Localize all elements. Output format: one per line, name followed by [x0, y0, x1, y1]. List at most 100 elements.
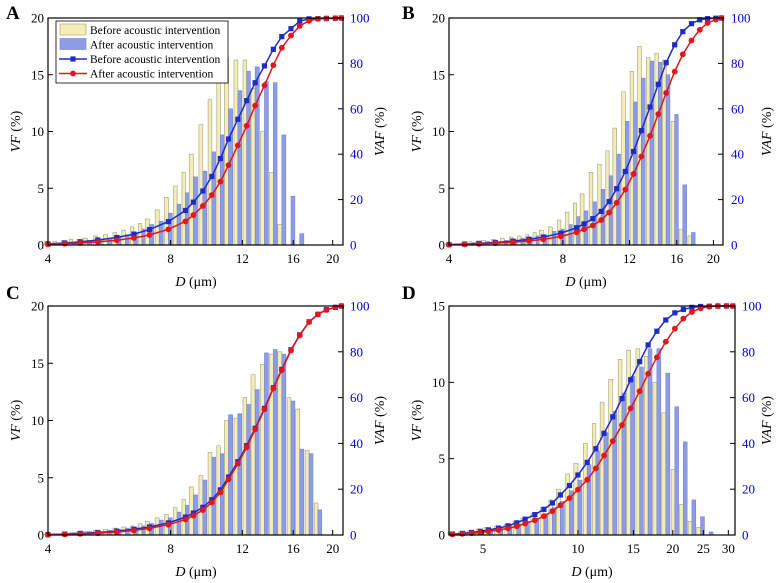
- y-left-tick-label: 10: [432, 375, 445, 390]
- y-left-axis-title: VF (%): [410, 399, 425, 441]
- y-right-tick-label: 80: [731, 56, 744, 71]
- point-marker: [208, 192, 215, 198]
- point-marker: [243, 122, 250, 129]
- point-marker: [234, 460, 241, 467]
- x-tick-label: 20: [326, 541, 339, 556]
- legend-swatch-bar: [59, 23, 87, 36]
- y-left-tick-label: 5: [38, 470, 45, 485]
- y-left-tick-label: 0: [38, 528, 45, 543]
- x-tick-label: 8: [167, 541, 174, 556]
- point-marker: [296, 23, 303, 29]
- point-marker: [522, 516, 528, 522]
- y-right-axis-title-symbol: VAF: [760, 420, 775, 445]
- point-marker: [581, 221, 587, 227]
- x-axis-unit: (μm): [581, 565, 613, 580]
- bar-before: [679, 504, 684, 536]
- point-marker: [199, 203, 206, 209]
- y-left-tick-label: 5: [439, 451, 446, 466]
- point-marker: [609, 438, 616, 445]
- y-right-tick-label: 0: [350, 528, 357, 543]
- bar-before: [687, 235, 692, 246]
- y-left-tick-label: 20: [31, 11, 44, 26]
- point-marker: [647, 104, 653, 110]
- point-marker: [485, 528, 492, 535]
- bar-after: [674, 114, 679, 246]
- point-marker: [619, 422, 625, 428]
- x-tick-label: 4: [45, 251, 52, 266]
- y-left-axis-title-symbol: VF: [410, 135, 425, 153]
- point-marker: [706, 303, 713, 310]
- point-marker: [199, 507, 206, 513]
- point-marker: [638, 153, 645, 160]
- point-marker: [146, 525, 153, 532]
- point-marker: [234, 142, 241, 149]
- point-marker: [461, 241, 468, 248]
- legend-label: Before acoustic intervention: [90, 25, 221, 37]
- x-axis-unit: (μm): [185, 275, 217, 290]
- point-marker: [541, 513, 547, 520]
- point-marker: [688, 21, 695, 27]
- y-right-tick-label: 100: [742, 299, 762, 314]
- point-marker: [606, 199, 612, 205]
- bar-before: [121, 229, 126, 246]
- y-right-axis-title-unit: (%): [373, 107, 388, 132]
- y-right-tick-label: 0: [731, 238, 738, 253]
- point-marker: [217, 178, 224, 185]
- bar-before: [295, 408, 301, 536]
- point-marker: [323, 306, 330, 313]
- bar-after: [299, 233, 305, 246]
- bar-after: [281, 134, 287, 246]
- point-marker: [130, 235, 137, 241]
- point-marker: [288, 32, 294, 39]
- x-tick-label: 16: [287, 541, 301, 556]
- point-marker: [622, 168, 628, 175]
- point-marker: [476, 240, 482, 247]
- point-marker: [288, 26, 294, 32]
- y-right-tick-label: 0: [350, 238, 357, 253]
- point-marker: [655, 81, 661, 87]
- point-marker: [679, 51, 686, 58]
- point-marker: [558, 230, 564, 236]
- legend-marker: [70, 56, 76, 62]
- y-left-axis-title: VF (%): [410, 110, 425, 152]
- bars: [447, 348, 714, 536]
- point-marker: [689, 309, 695, 315]
- point-marker: [252, 426, 259, 433]
- bar-after: [621, 392, 627, 536]
- point-marker: [165, 226, 172, 233]
- y-right-axis-title-unit: (%): [760, 396, 775, 421]
- bar-before: [207, 452, 213, 536]
- bar-before: [605, 150, 610, 246]
- bar-before: [635, 348, 640, 536]
- point-marker: [647, 132, 653, 139]
- bar-before: [260, 131, 265, 246]
- x-axis-symbol: D: [174, 565, 185, 580]
- bar-before: [269, 172, 274, 246]
- point-marker: [654, 328, 660, 334]
- point-marker: [278, 44, 285, 51]
- point-marker: [514, 520, 520, 526]
- point-marker: [315, 16, 321, 22]
- y-left-tick-label: 0: [439, 528, 446, 543]
- y-left-axis-title-unit: (%): [9, 399, 24, 424]
- point-marker: [270, 385, 277, 392]
- point-marker: [662, 338, 669, 345]
- point-marker: [557, 492, 564, 498]
- point-marker: [628, 377, 634, 383]
- bar-after: [299, 448, 305, 536]
- bar-before: [260, 364, 265, 536]
- point-marker: [598, 217, 605, 223]
- x-tick-label: 30: [722, 541, 735, 556]
- x-axis-title: D (μm): [174, 565, 217, 580]
- point-marker: [261, 63, 268, 69]
- bar-before: [565, 211, 570, 246]
- point-marker: [225, 136, 232, 142]
- y-right-tick-label: 80: [350, 56, 363, 71]
- point-marker: [459, 530, 466, 537]
- point-marker: [243, 444, 250, 451]
- point-marker: [581, 226, 587, 233]
- y-right-tick-label: 20: [350, 482, 363, 497]
- bar-after: [211, 151, 216, 246]
- bar-before: [599, 401, 605, 536]
- y-left-tick-label: 5: [38, 181, 45, 196]
